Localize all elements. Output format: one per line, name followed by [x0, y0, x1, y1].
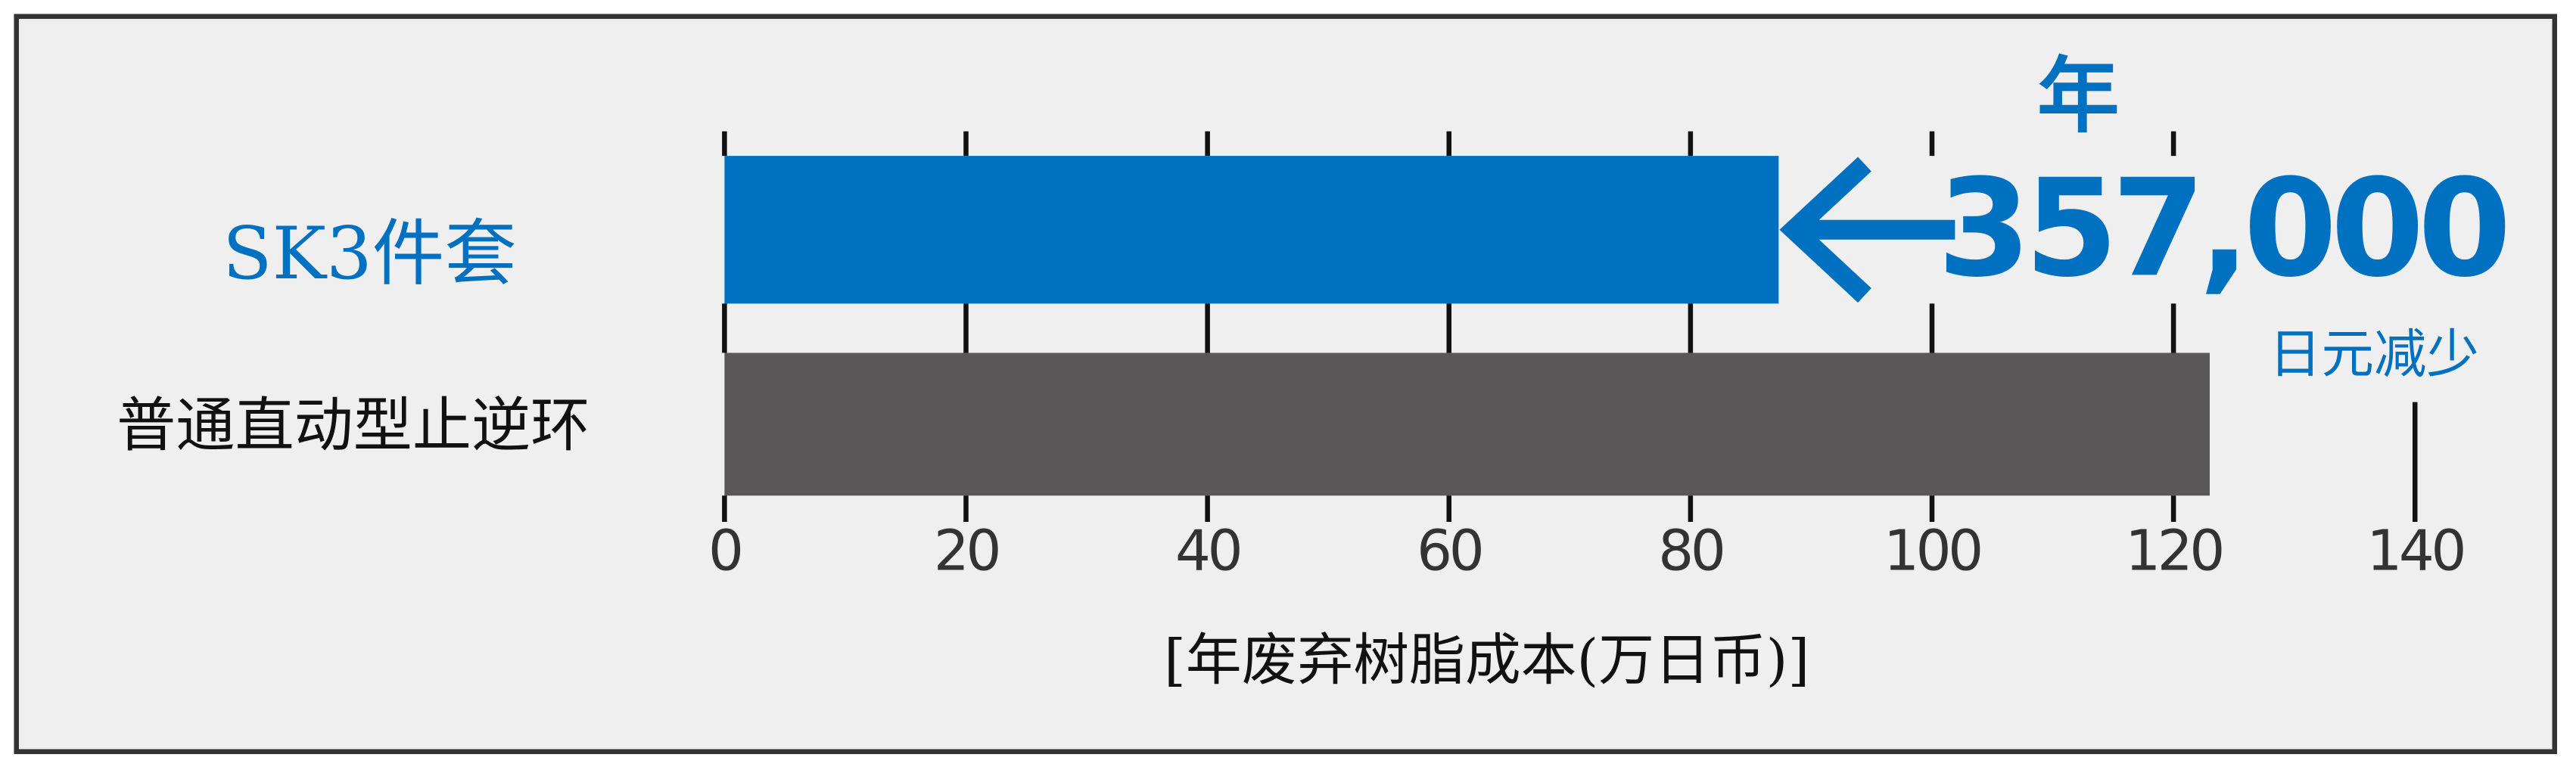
annotation: 年	[2037, 48, 2120, 144]
bar	[724, 352, 2210, 496]
arrow	[1779, 157, 1955, 303]
annotation: 357,000	[1937, 150, 2506, 306]
x-tick-label: 60	[1417, 519, 1482, 583]
x-tick-label: 20	[934, 519, 999, 583]
x-axis-label: [年废弃树脂成本(万日币)]	[1164, 629, 1809, 693]
x-tick-label: 120	[2125, 519, 2222, 583]
x-tick-label: 100	[1884, 519, 1980, 583]
annotation: 日元减少	[2269, 324, 2479, 385]
x-tick-label: 40	[1175, 519, 1240, 583]
x-tick-label: 140	[2366, 519, 2463, 583]
category-label: 普通直动型止逆环	[117, 391, 590, 460]
category-label: SK3件套	[222, 211, 517, 296]
x-tick-label: 80	[1658, 519, 1723, 583]
bar	[724, 156, 1779, 304]
x-tick-label: 0	[708, 519, 741, 583]
